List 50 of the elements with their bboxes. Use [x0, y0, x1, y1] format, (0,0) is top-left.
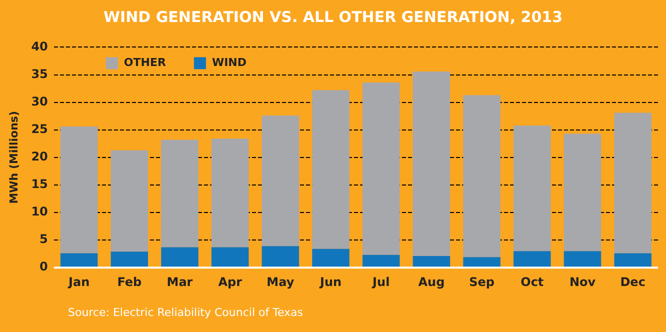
legend-label: OTHER — [124, 56, 166, 70]
x-tick-label: Jan — [68, 274, 90, 289]
y-tick-label: 0 — [40, 260, 48, 274]
x-tick-label: Aug — [418, 274, 445, 289]
bar — [412, 71, 450, 256]
source-note: Source: Electric Reliability Council of Texas — [68, 306, 303, 319]
bar — [110, 150, 148, 252]
y-tick-label: 35 — [31, 66, 48, 81]
bar — [564, 134, 602, 252]
bar — [312, 90, 350, 249]
y-tick-label: 20 — [31, 150, 48, 164]
bar — [463, 257, 500, 268]
x-tick-label: Apr — [218, 274, 242, 289]
x-tick-label: Oct — [520, 274, 544, 289]
bar — [60, 253, 98, 268]
y-axis-title: MWh (Millions) — [7, 111, 20, 204]
bar — [614, 253, 652, 268]
bar — [110, 252, 148, 268]
bar — [312, 248, 350, 268]
x-tick-label: Dec — [620, 274, 646, 289]
chart-title: WIND GENERATION VS. ALL OTHER GENERATION, 2013 — [102, 7, 564, 28]
x-tick-label: Jun — [318, 274, 342, 289]
bar — [60, 126, 98, 254]
y-tick-label: 25 — [31, 122, 48, 136]
bar — [362, 82, 400, 255]
bar — [262, 246, 300, 268]
x-tick-label: Feb — [117, 274, 142, 289]
bar — [211, 138, 249, 248]
bar — [262, 116, 300, 246]
bar — [412, 256, 450, 268]
bar — [614, 112, 652, 254]
y-tick-label: 40 — [31, 39, 48, 54]
bar — [362, 254, 400, 268]
legend-label: WIND — [212, 56, 247, 70]
y-tick-label: 15 — [31, 177, 48, 192]
x-tick-label: Mar — [166, 274, 193, 289]
y-tick-label: 10 — [31, 204, 48, 219]
x-tick-label: Nov — [569, 274, 596, 289]
bar — [564, 251, 602, 268]
bar — [161, 247, 198, 268]
bar — [514, 251, 551, 268]
y-tick-label: 30 — [31, 94, 48, 108]
x-tick-label: Sep — [469, 274, 495, 289]
bar — [463, 95, 500, 258]
bar — [514, 125, 551, 252]
x-tick-label: May — [266, 274, 294, 289]
bar — [161, 140, 198, 248]
bar — [211, 247, 249, 268]
y-tick-label: 5 — [40, 232, 48, 246]
x-tick-label: Jul — [372, 274, 390, 289]
